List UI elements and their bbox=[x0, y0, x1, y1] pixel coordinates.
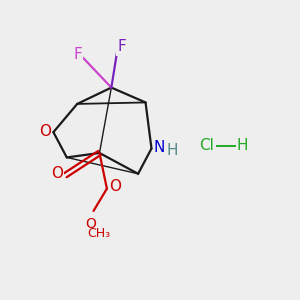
Text: N: N bbox=[154, 140, 165, 154]
Text: H: H bbox=[236, 138, 248, 153]
Text: F: F bbox=[117, 39, 126, 54]
Text: O: O bbox=[51, 166, 63, 181]
Text: O: O bbox=[109, 179, 121, 194]
Text: H: H bbox=[167, 142, 178, 158]
Text: CH₃: CH₃ bbox=[87, 227, 110, 240]
Text: O: O bbox=[39, 124, 51, 139]
Text: Cl: Cl bbox=[199, 138, 214, 153]
Text: F: F bbox=[74, 47, 82, 62]
Text: O: O bbox=[85, 218, 96, 232]
